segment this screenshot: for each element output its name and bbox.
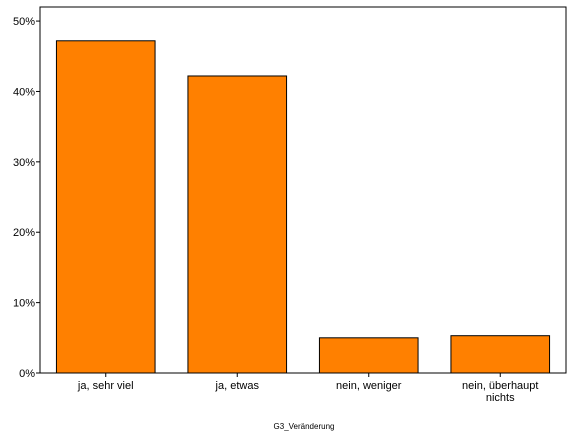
y-tick-label: 0% — [19, 368, 35, 380]
y-tick-label: 40% — [13, 86, 35, 98]
x-tick-label: nein, weniger — [336, 380, 402, 392]
y-tick-label: 30% — [13, 157, 35, 169]
plot-border — [39, 6, 567, 374]
x-axis-ticks: ja, sehr viel ja, etwas nein, weniger nein,… — [77, 373, 538, 404]
bar — [187, 75, 288, 374]
x-axis-title: G3_Veränderung — [274, 422, 335, 431]
x-tick-label: ja, etwas — [215, 380, 260, 392]
plot-frame — [39, 6, 567, 374]
x-tick-label: nein, überhaupt nichts — [462, 380, 538, 404]
x-tick-label: ja, sehr viel — [77, 380, 134, 392]
bar — [450, 335, 551, 374]
bar — [318, 337, 419, 374]
y-tick-label: 50% — [13, 16, 35, 28]
y-tick-label: 20% — [13, 227, 35, 239]
bar — [55, 40, 156, 374]
y-tick-label: 10% — [13, 298, 35, 310]
bars — [55, 40, 551, 374]
y-axis-ticks: 0% 10% 20% 30% 40% 50% — [13, 16, 40, 380]
